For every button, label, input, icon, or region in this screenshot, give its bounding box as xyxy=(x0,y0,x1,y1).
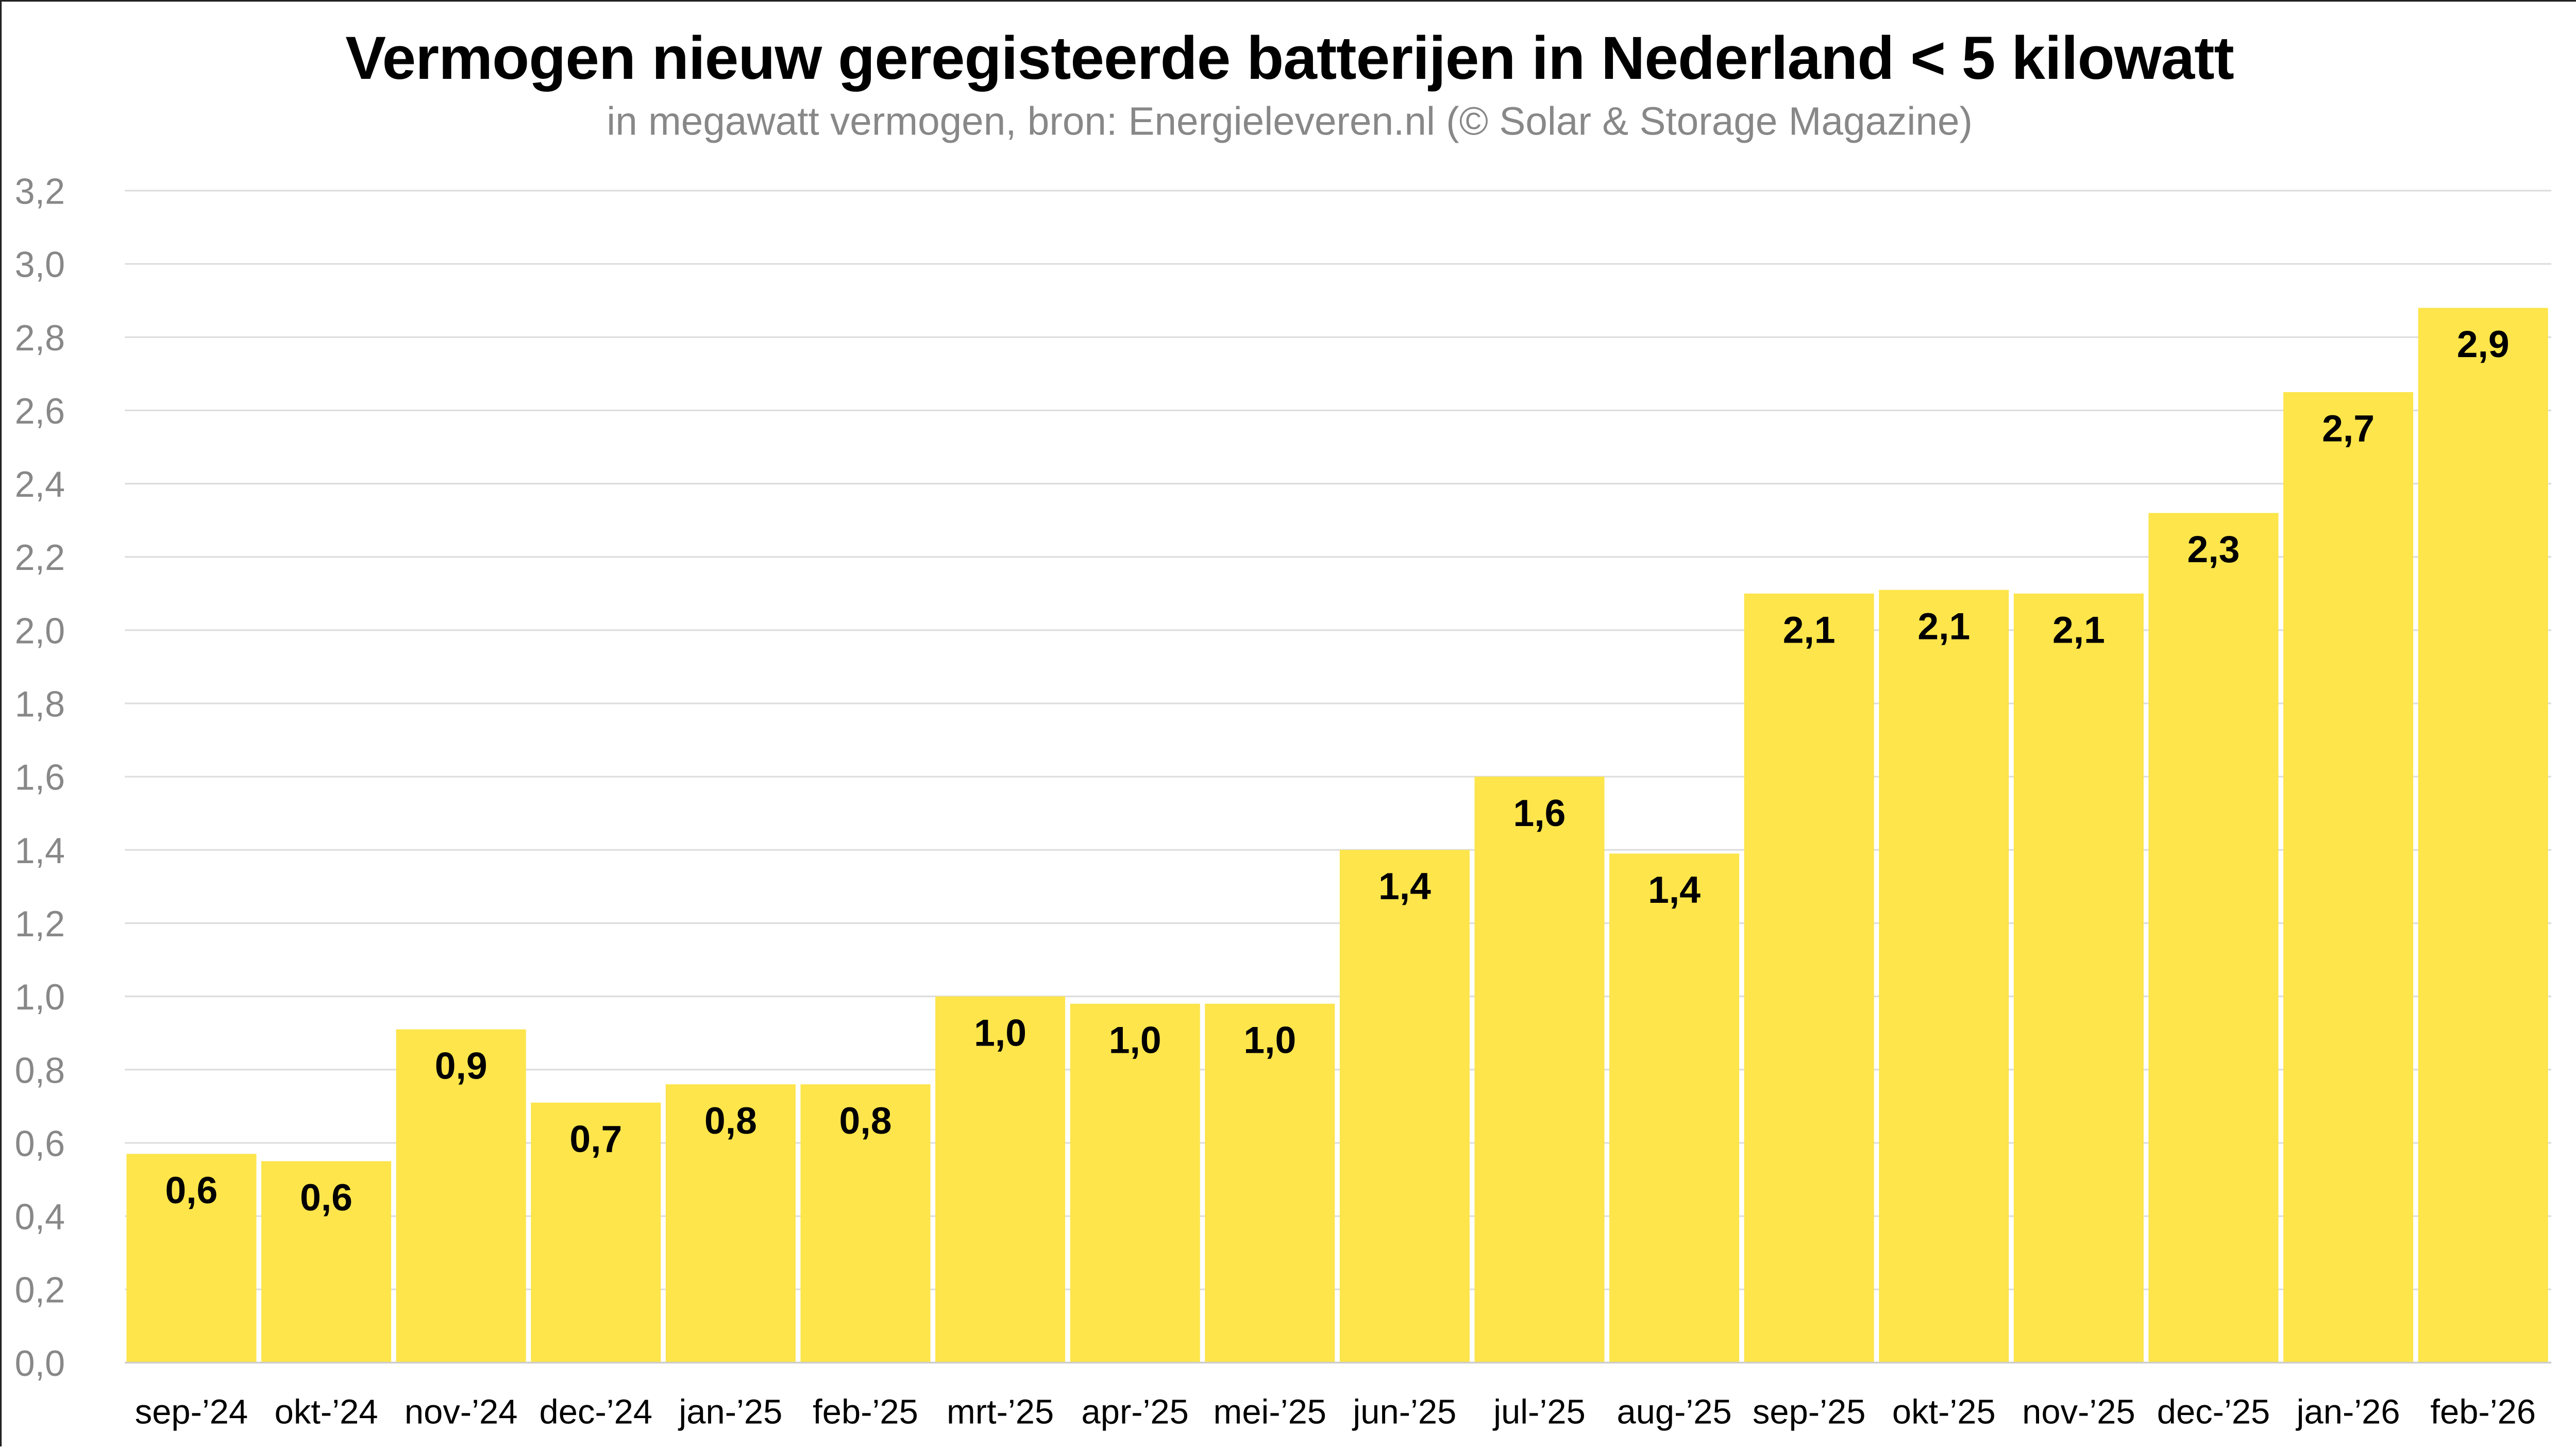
data-label: 0,9 xyxy=(435,1045,487,1087)
x-tick-label: sep-’25 xyxy=(1753,1392,1866,1431)
x-tick-label: okt-’25 xyxy=(1892,1392,1996,1431)
y-tick-label: 1,4 xyxy=(15,830,65,871)
y-tick-label: 2,4 xyxy=(15,464,65,504)
bar xyxy=(1474,777,1605,1363)
x-tick-label: mei-’25 xyxy=(1214,1392,1326,1431)
x-tick-label: nov-’25 xyxy=(2022,1392,2135,1431)
bar xyxy=(1879,590,2009,1363)
bar xyxy=(396,1029,526,1363)
data-label: 2,3 xyxy=(2187,528,2240,570)
bar xyxy=(665,1084,796,1363)
y-tick-label: 0,6 xyxy=(15,1123,65,1164)
x-tick-label: jun-’25 xyxy=(1352,1392,1456,1431)
data-label: 2,1 xyxy=(1783,609,1836,651)
data-label: 1,0 xyxy=(974,1012,1026,1054)
y-tick-label: 1,6 xyxy=(15,757,65,798)
data-label: 2,1 xyxy=(1917,605,1970,647)
data-label: 0,8 xyxy=(839,1100,892,1142)
bar xyxy=(1070,1003,1200,1363)
y-tick-label: 3,0 xyxy=(15,244,65,285)
data-label: 1,4 xyxy=(1648,869,1701,911)
data-label: 1,6 xyxy=(1513,792,1566,834)
bar xyxy=(1205,1003,1335,1363)
x-tick-label: jan-’25 xyxy=(678,1392,782,1431)
x-tick-label: apr-’25 xyxy=(1082,1392,1189,1431)
data-label: 1,4 xyxy=(1378,865,1431,907)
bar xyxy=(2283,392,2414,1363)
data-label: 0,6 xyxy=(300,1176,352,1219)
bar xyxy=(1744,593,1874,1363)
bar xyxy=(261,1161,392,1363)
x-tick-label: jul-’25 xyxy=(1492,1392,1586,1431)
x-tick-label: dec-’24 xyxy=(540,1392,653,1431)
data-label: 1,0 xyxy=(1109,1019,1161,1062)
y-tick-label: 0,0 xyxy=(15,1343,65,1384)
x-tick-label: feb-’26 xyxy=(2430,1392,2536,1431)
bar xyxy=(1339,850,1470,1363)
data-label: 2,1 xyxy=(2052,609,2105,651)
y-tick-label: 1,0 xyxy=(15,976,65,1017)
data-label: 2,7 xyxy=(2322,408,2375,450)
x-tick-label: sep-’24 xyxy=(135,1392,248,1431)
bar xyxy=(1609,853,1740,1363)
bar xyxy=(2013,593,2144,1363)
y-tick-label: 2,6 xyxy=(15,391,65,431)
y-tick-label: 2,8 xyxy=(15,317,65,358)
bar xyxy=(935,996,1066,1363)
y-tick-label: 0,4 xyxy=(15,1197,65,1237)
y-tick-label: 3,2 xyxy=(15,171,65,212)
data-label: 1,0 xyxy=(1243,1019,1296,1062)
x-tick-label: nov-’24 xyxy=(405,1392,518,1431)
y-tick-label: 1,2 xyxy=(15,903,65,944)
x-tick-label: mrt-’25 xyxy=(947,1392,1054,1431)
bar xyxy=(531,1102,661,1363)
x-tick-label: dec-’25 xyxy=(2157,1392,2270,1431)
y-tick-label: 1,8 xyxy=(15,684,65,725)
bar xyxy=(2148,513,2279,1363)
bar xyxy=(126,1154,257,1363)
data-label: 0,7 xyxy=(569,1118,622,1160)
y-tick-label: 0,8 xyxy=(15,1050,65,1090)
chart-subtitle: in megawatt vermogen, bron: Energielever… xyxy=(607,100,1973,145)
data-label: 2,9 xyxy=(2457,323,2510,365)
y-tick-label: 2,2 xyxy=(15,537,65,578)
data-label: 0,6 xyxy=(165,1169,218,1211)
data-label: 0,8 xyxy=(704,1100,757,1142)
x-tick-label: okt-’24 xyxy=(275,1392,378,1431)
chart-title: Vermogen nieuw geregisteerde batterijen … xyxy=(345,24,2234,92)
bar xyxy=(2418,308,2548,1363)
x-tick-label: aug-’25 xyxy=(1617,1392,1731,1431)
y-tick-label: 0,2 xyxy=(15,1270,65,1310)
y-tick-label: 2,0 xyxy=(15,610,65,651)
bar xyxy=(800,1084,931,1363)
x-tick-label: jan-’26 xyxy=(2296,1392,2400,1431)
x-tick-label: feb-’25 xyxy=(813,1392,918,1431)
